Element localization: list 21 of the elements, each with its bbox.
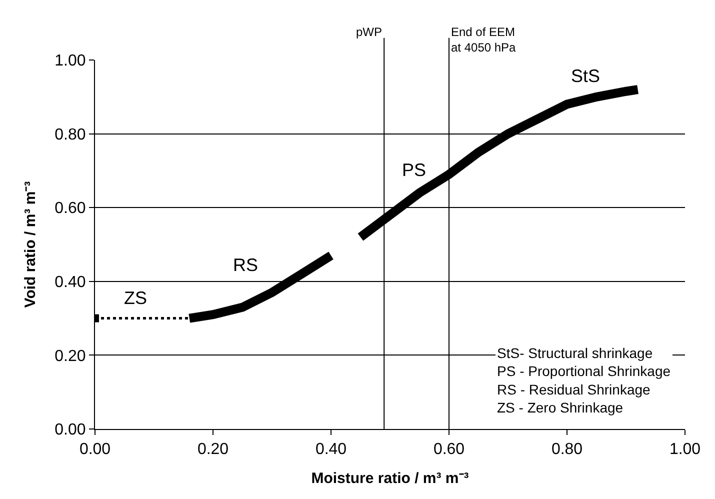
- ref-line-label: pWP: [356, 25, 382, 39]
- y-tick-label: 0.40: [54, 274, 86, 291]
- annotation: RS: [233, 255, 258, 275]
- annotation: StS: [571, 66, 600, 86]
- y-tick-label: 0.00: [54, 422, 86, 439]
- y-tick-label: 0.60: [54, 200, 86, 218]
- x-tick-label: 0.00: [79, 441, 111, 458]
- annotation: ZS: [124, 288, 148, 308]
- y-tick-label: 0.20: [54, 348, 86, 365]
- x-axis-title: Moisture ratio / m³ m⁻³: [311, 470, 469, 488]
- x-tick-label: 0.40: [315, 441, 347, 458]
- x-tick-label: 0.20: [197, 441, 229, 458]
- annotation: StS- Structural shrinkage PS - Proportional Shrinkage RS - Residual Shrinkage ZS - Zero Shrinkage: [497, 345, 671, 416]
- x-tick-label: 0.60: [433, 441, 465, 458]
- x-tick-label: 0.80: [551, 441, 583, 458]
- y-axis-title: Void ratio / m³ m⁻³: [22, 181, 39, 308]
- annotation: PS: [402, 160, 426, 180]
- ref-line-label: End of EEM at 4050 hPa: [451, 25, 516, 55]
- x-tick-label: 1.00: [669, 441, 701, 458]
- y-tick-label: 0.80: [54, 126, 86, 144]
- y-tick-label: 1.00: [54, 52, 86, 70]
